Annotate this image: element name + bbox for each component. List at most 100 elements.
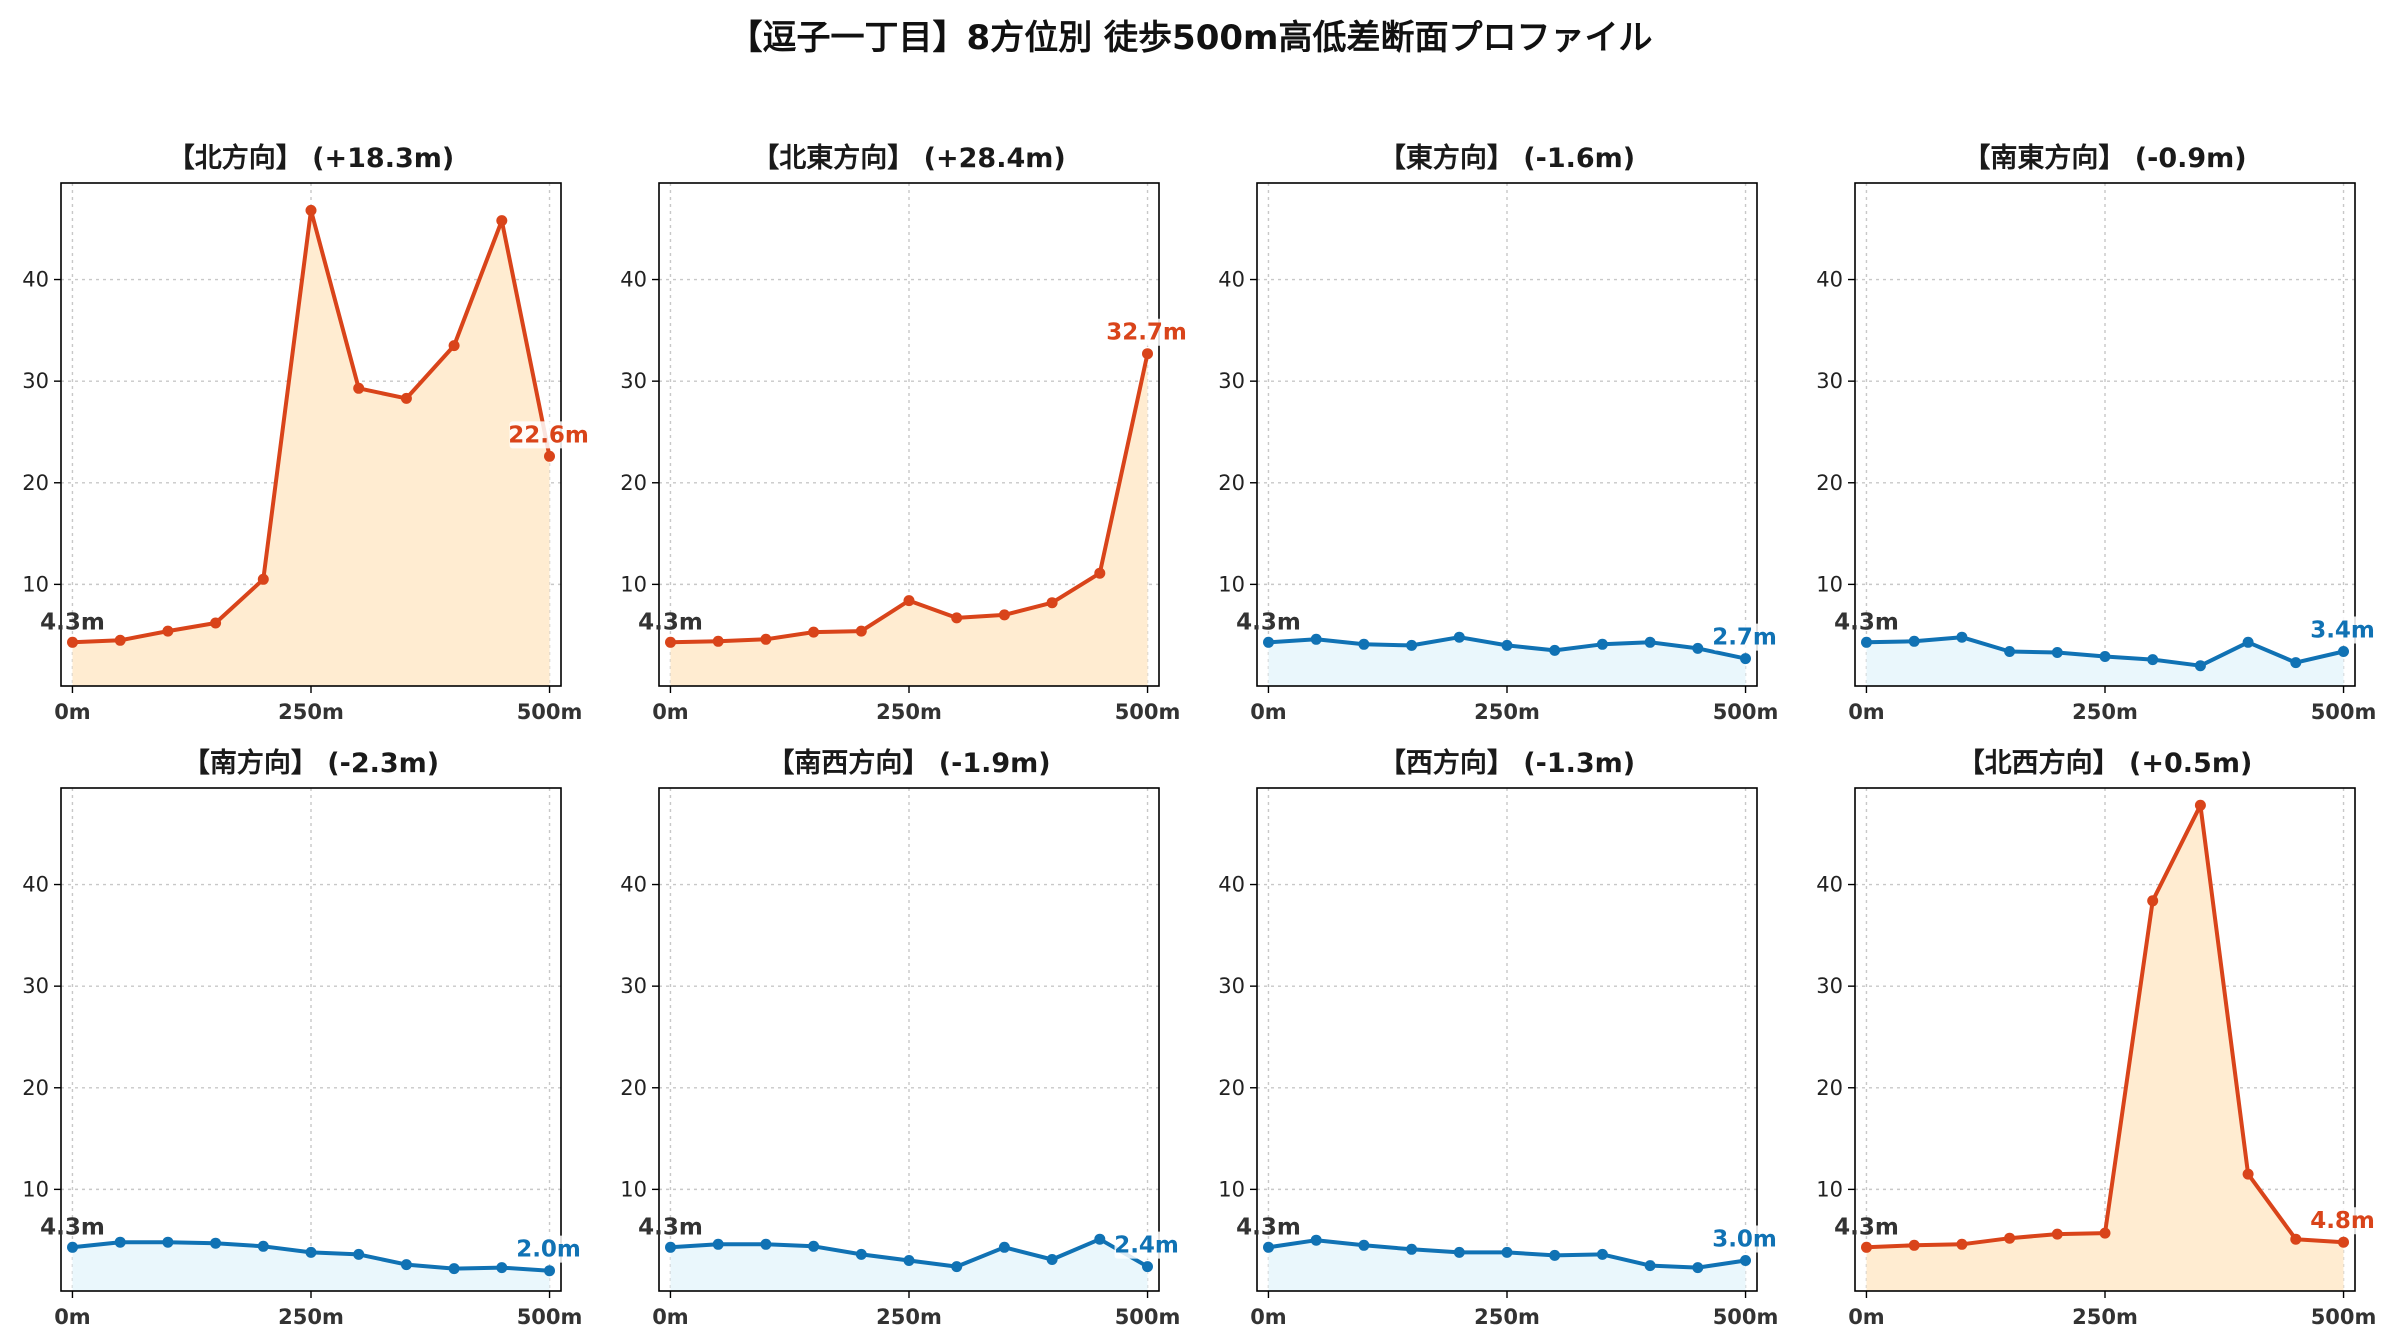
data-point [712,635,724,647]
tick-label-y: 10 [1218,572,1245,596]
data-point [1861,1241,1872,1253]
end-label-box [1107,318,1186,346]
data-point [1263,636,1274,648]
start-label: 4.3m [638,609,703,635]
panel-5: 【南方向】 (-2.3m) 10 20 30 40 0m 250m 500m 4.3m 2.0m [22,747,582,1329]
data-point [998,1241,1010,1253]
end-label: 2.0m [516,1237,581,1263]
tick-label-y: 20 [1218,471,1245,495]
tick-label-y: 30 [1816,369,1843,393]
data-point [760,633,772,645]
tick-label-y: 40 [1816,873,1843,897]
data-point [400,1259,412,1271]
tick-label-x: 250m [278,700,344,724]
data-point [2242,636,2254,648]
tick-label-x: 500m [2311,1305,2377,1329]
tick-label-y: 10 [1816,572,1843,596]
end-label: 22.6m [508,422,589,448]
data-point [67,636,78,648]
tick-label-y: 20 [1816,471,1843,495]
start-label: 4.3m [40,1214,105,1240]
tick-label-y: 30 [1218,974,1245,998]
tick-label-y: 20 [22,1076,49,1100]
data-point [1453,631,1465,643]
tick-label-y: 20 [620,1076,647,1100]
data-point [353,382,365,394]
tick-label-x: 0m [652,1305,689,1329]
tick-label-x: 0m [1848,1305,1885,1329]
end-label-box [1712,1225,1777,1253]
data-point [1596,1248,1608,1260]
data-point [1644,636,1656,648]
tick-label-y: 40 [620,873,647,897]
tick-label-x: 0m [54,1305,91,1329]
data-point [2051,647,2063,658]
tick-label-y: 40 [1816,268,1843,292]
data-point [210,1237,222,1249]
data-point [1908,635,1920,647]
panel-title: 【西方向】 (-1.3m) [1379,747,1635,779]
tick-label-y: 20 [1218,1076,1245,1100]
data-point [2194,799,2206,811]
end-label: 3.0m [1712,1227,1777,1253]
data-point [1740,653,1751,665]
data-point [448,340,460,352]
data-point [1142,348,1153,360]
start-label: 4.3m [1834,609,1899,635]
tick-label-y: 20 [620,471,647,495]
data-point [951,612,963,624]
tick-label-x: 250m [278,1305,344,1329]
end-label: 32.7m [1106,320,1187,346]
tick-label-x: 500m [517,700,583,724]
data-point [2290,1233,2302,1245]
data-point [1549,644,1561,656]
data-point [1310,1234,1322,1246]
data-point [162,1236,174,1248]
tick-label-y: 30 [620,369,647,393]
data-point [544,1265,555,1277]
tick-label-y: 20 [1816,1076,1843,1100]
tick-label-x: 0m [54,700,91,724]
data-point [1596,638,1608,650]
tick-label-y: 10 [620,1177,647,1201]
tick-label-x: 250m [876,1305,942,1329]
end-label: 3.4m [2310,617,2375,643]
tick-label-x: 250m [2072,1305,2138,1329]
data-point [1406,1243,1418,1255]
data-point [951,1261,963,1273]
panel-title: 【北西方向】 (+0.5m) [1958,747,2253,779]
data-point [712,1238,724,1250]
tick-label-x: 250m [1474,700,1540,724]
tick-label-y: 10 [22,572,49,596]
data-point [2004,1232,2016,1244]
tick-label-y: 10 [1218,1177,1245,1201]
panel-6: 【南西方向】 (-1.9m) 10 20 30 40 0m 250m 500m 4.3m 2.4m [620,747,1180,1329]
tick-label-x: 500m [1115,1305,1181,1329]
data-point [903,595,915,607]
panel-1: 【北方向】 (+18.3m) 10 20 30 40 0m 250m 500m 4.3m 22.6… [22,142,589,724]
tick-label-y: 40 [1218,268,1245,292]
start-label: 4.3m [1834,1214,1899,1240]
data-point [1094,567,1106,579]
data-point [162,625,174,637]
end-label-box [1712,623,1777,651]
tick-label-y: 10 [22,1177,49,1201]
data-point [760,1238,772,1250]
tick-label-y: 40 [22,268,49,292]
data-point [353,1248,365,1260]
panel-4: 【南東方向】 (-0.9m) 10 20 30 40 0m 250m 500m 4.3m 3.4m [1816,142,2376,724]
data-point [808,1240,820,1252]
tick-label-x: 500m [1115,700,1181,724]
data-point [1358,638,1370,650]
tick-label-x: 500m [2311,700,2377,724]
end-label-box [509,421,588,449]
figure-title: 【逗子一丁目】8方位別 徒歩500m高低差断面プロファイル [728,18,1653,58]
panel-title: 【南西方向】 (-1.9m) [767,747,1050,779]
data-point [1956,1238,1968,1250]
data-point [257,573,269,585]
data-point [2338,1236,2349,1248]
tick-label-y: 30 [620,974,647,998]
tick-label-y: 20 [22,471,49,495]
end-label-box [1114,1231,1179,1259]
panel-title: 【北方向】 (+18.3m) [168,142,454,174]
